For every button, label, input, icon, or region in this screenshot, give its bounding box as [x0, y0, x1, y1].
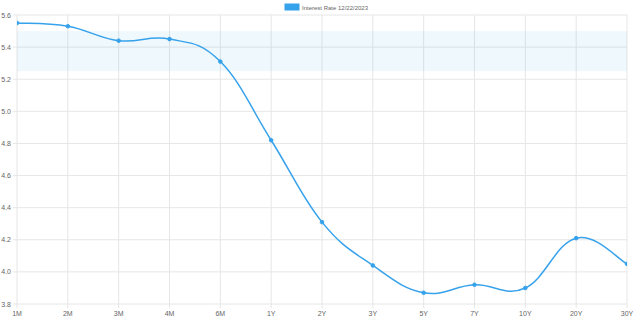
x-tick-label: 20Y [570, 310, 583, 317]
y-tick-label: 5.2 [1, 76, 11, 83]
x-tick-label: 6M [215, 310, 225, 317]
x-tick-label: 5Y [419, 310, 428, 317]
y-tick-label: 4.4 [1, 204, 11, 211]
y-grid-line [13, 207, 627, 208]
y-tick-label: 5.4 [1, 44, 11, 51]
y-tick-label: 4.0 [1, 268, 11, 275]
y-grid-line [13, 175, 627, 176]
y-tick-label: 5.0 [1, 108, 11, 115]
y-tick-label: 3.8 [1, 301, 11, 308]
plot-area [17, 21, 627, 294]
legend-label: Interest Rate 12/22/2023 [302, 5, 369, 11]
y-tick-label: 4.6 [1, 172, 11, 179]
y-grid-line [13, 239, 627, 240]
series-line [17, 23, 627, 294]
point [473, 283, 477, 287]
x-tick-label: 7Y [470, 310, 479, 317]
x-tick-label: 1M [12, 310, 22, 317]
point [422, 291, 426, 295]
point [269, 138, 273, 142]
point [524, 286, 528, 290]
target-band [17, 31, 627, 71]
y-grid-line [13, 79, 627, 80]
point [574, 236, 578, 240]
x-tick-label: 10Y [519, 310, 532, 317]
y-grid-line [13, 111, 627, 112]
y-tick-label: 4.2 [1, 236, 11, 243]
point [66, 24, 70, 28]
point [219, 60, 223, 64]
point [117, 39, 121, 43]
point [168, 37, 172, 41]
point [625, 262, 627, 266]
chart: 3.8 4.0 4.2 4.4 4.6 4.8 5.0 5.2 5.4 5.6 1M 2M 3M 4M 6M… [0, 0, 640, 326]
y-grid-line [13, 271, 627, 272]
y-tick-label: 4.8 [1, 140, 11, 147]
x-tick-label: 3Y [369, 310, 378, 317]
point [17, 21, 19, 25]
x-tick-label: 2M [63, 310, 73, 317]
x-tick-label: 2Y [318, 310, 327, 317]
x-tick-label: 4M [165, 310, 175, 317]
y-grid-line [13, 143, 627, 144]
point [371, 264, 375, 268]
x-tick-label: 3M [114, 310, 124, 317]
x-tick-label: 30Y [621, 310, 634, 317]
x-tick-label: 1Y [267, 310, 276, 317]
legend-swatch [285, 4, 299, 10]
y-tick-label: 5.6 [1, 12, 11, 19]
y-grid-line [13, 304, 627, 305]
y-grid-line [13, 15, 627, 16]
point [320, 220, 324, 224]
